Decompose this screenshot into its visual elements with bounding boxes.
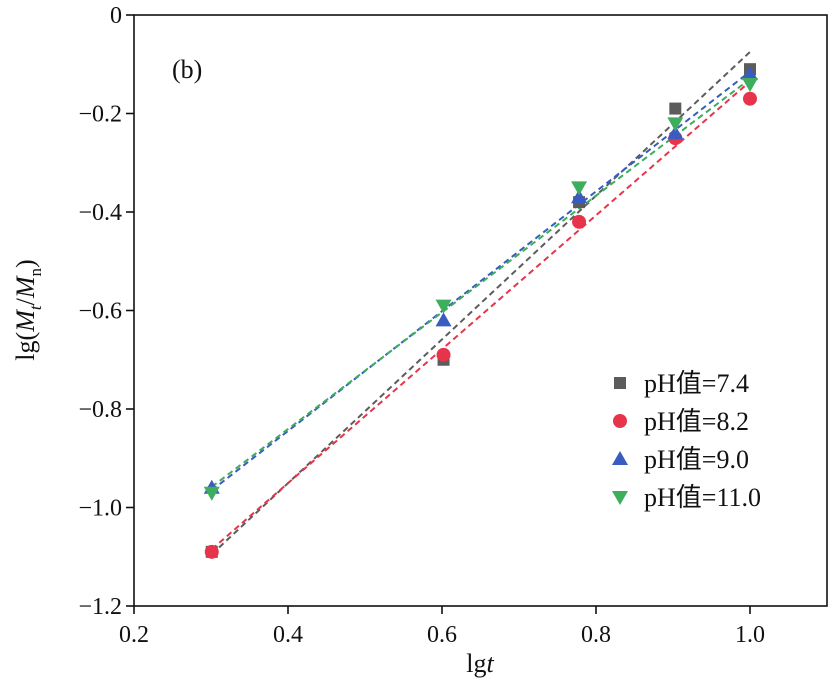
data-point-series-1-2: [572, 214, 587, 229]
y-tick-label-6: −1.2: [78, 594, 122, 620]
data-points: [203, 63, 758, 559]
legend-marker-0: [614, 377, 626, 389]
fit-line-series-2: [211, 70, 751, 492]
fit-line-series-1: [211, 80, 751, 551]
x-tick-label-0: 0.2: [119, 622, 149, 648]
y-label-slash: /: [11, 297, 40, 305]
legend-label-0: pH值=7.4: [644, 369, 749, 398]
y-label-sub1: t: [26, 304, 45, 310]
x-tick-label-2: 0.6: [427, 622, 457, 648]
data-point-series-2-3: [667, 125, 684, 140]
data-point-series-3-3: [667, 117, 684, 132]
y-tick-label-3: −0.6: [78, 299, 122, 325]
x-axis-label-italic: t: [487, 649, 495, 678]
y-tick-label-5: −1.0: [78, 496, 122, 522]
data-point-series-3-2: [571, 181, 588, 196]
data-point-series-3-4: [742, 77, 758, 92]
y-tick-label-2: −0.4: [78, 200, 122, 226]
x-axis-label-main: lg: [466, 649, 486, 678]
x-tick-label-3: 0.8: [581, 622, 611, 648]
y-label-prefix: lg(: [11, 332, 40, 361]
legend-marker-3: [612, 491, 628, 505]
data-point-series-3-1: [435, 299, 452, 314]
data-point-series-1-0: [204, 544, 219, 559]
legend-label-1: pH值=8.2: [644, 407, 749, 436]
fit-line-series-0: [211, 51, 751, 556]
y-axis-label: lg(Mt/Mn): [11, 259, 45, 360]
data-point-series-2-4: [742, 66, 758, 81]
data-point-series-2-1: [435, 312, 452, 327]
panel-label: (b): [172, 55, 202, 84]
data-point-series-2-2: [571, 189, 588, 204]
y-label-suffix: ): [11, 259, 40, 268]
y-label-m1: M: [11, 309, 40, 333]
fit-line-series-3: [211, 78, 751, 488]
x-tick-label-4: 1.0: [735, 622, 765, 648]
y-tick-label-1: −0.2: [78, 102, 122, 128]
legend-marker-2: [612, 451, 628, 465]
data-point-series-1-1: [436, 347, 451, 362]
y-label-sub2: n: [26, 267, 45, 276]
legend-marker-1: [613, 414, 627, 428]
data-point-series-3-0: [203, 486, 220, 501]
legend-label-3: pH值=11.0: [644, 483, 761, 512]
y-tick-label-4: −0.8: [78, 397, 122, 423]
legend-label-2: pH值=9.0: [644, 445, 749, 474]
y-label-m2: M: [11, 275, 40, 299]
data-point-series-0-3: [669, 102, 682, 115]
axis-ticks: 0.2 0.4 0.6 0.8 1.0 0 −0.2 −0.4 −0.6 −0.8 −1.0 −1.2: [78, 3, 765, 648]
plot-frame: [133, 14, 828, 607]
data-point-series-1-4: [743, 91, 757, 106]
x-tick-label-1: 0.4: [273, 622, 303, 648]
fit-lines: [211, 51, 751, 556]
y-tick-label-0: 0: [110, 3, 122, 29]
x-axis-label: lgt: [466, 649, 494, 678]
legend: pH值=7.4 pH值=8.2 pH值=9.0 pH值=11.0: [612, 369, 761, 512]
